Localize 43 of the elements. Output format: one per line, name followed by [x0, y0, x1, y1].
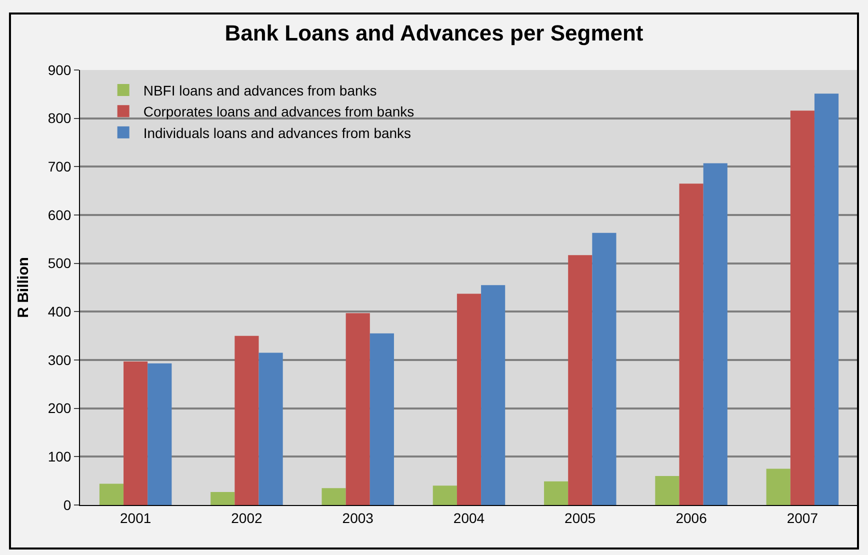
bar: [592, 232, 616, 505]
bar: [655, 476, 680, 505]
legend-label: Individuals loans and advances from banks: [143, 124, 412, 141]
y-tick-label: 500: [48, 255, 72, 272]
bar: [703, 163, 728, 505]
y-axis-title: R Billion: [15, 257, 32, 318]
y-tick-label: 400: [48, 304, 72, 320]
bar: [258, 352, 283, 505]
bar: [814, 94, 839, 505]
y-tick-label: 100: [48, 448, 72, 465]
x-tick-label: 2004: [453, 510, 485, 526]
bar: [370, 333, 394, 505]
bar: [99, 484, 124, 505]
y-tick-label: 900: [48, 62, 72, 78]
bar: [432, 486, 457, 505]
bar: [124, 361, 148, 505]
x-tick-label: 2002: [231, 510, 262, 526]
bar: [456, 294, 482, 505]
bar: [148, 363, 172, 505]
y-tick-label: 700: [48, 158, 72, 175]
bar: [210, 492, 235, 505]
bar: [544, 481, 568, 505]
bar: [322, 488, 346, 505]
bar: [790, 110, 814, 505]
bar: [346, 313, 370, 505]
bar: [481, 285, 506, 505]
y-tick-label: 800: [48, 110, 72, 126]
legend-label: NBFI loans and advances from banks: [143, 82, 377, 98]
x-tick-label: 2007: [786, 510, 818, 526]
bar: [568, 255, 592, 505]
y-tick-label: 600: [48, 206, 72, 223]
x-tick-label: 2006: [676, 510, 708, 526]
chart-title: Bank Loans and Advances per Segment: [224, 20, 644, 46]
x-tick-label: 2003: [342, 510, 374, 526]
bar: [679, 184, 704, 505]
y-tick-label: 300: [48, 352, 72, 368]
legend-label: Corporates loans and advances from banks: [143, 104, 414, 120]
y-tick-label: 200: [48, 400, 72, 416]
bar: [234, 336, 259, 505]
bar: [766, 468, 790, 505]
x-tick-label: 2001: [120, 510, 152, 526]
x-tick-label: 2005: [564, 510, 596, 526]
y-tick-label: 0: [63, 496, 72, 513]
